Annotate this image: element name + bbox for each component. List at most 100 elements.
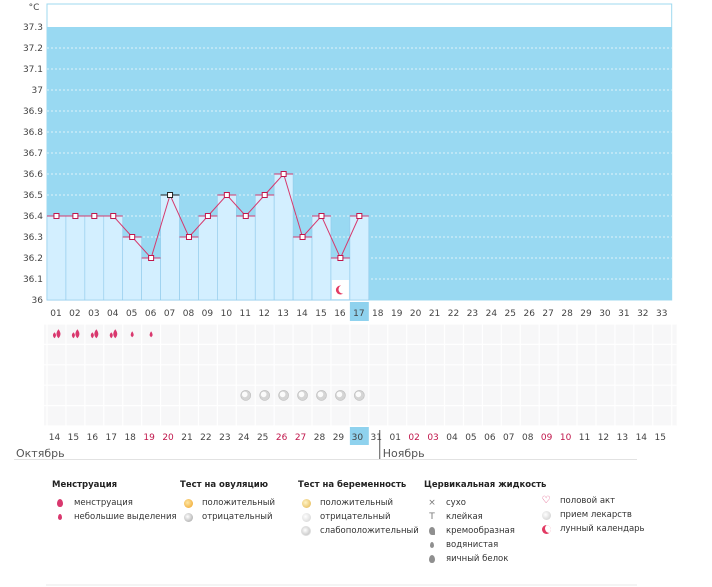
legend-item: менструация <box>52 496 177 510</box>
legend-ovulation-title: Тест на овуляцию <box>180 480 269 490</box>
y-tick-label: 36.6 <box>23 170 43 180</box>
legend-item: ♡ половой акт <box>538 494 645 508</box>
pill-icon-highlight <box>336 391 343 398</box>
legend-label: сухо <box>446 498 466 508</box>
temperature-point <box>261 192 268 198</box>
y-axis-label: °C <box>29 3 40 13</box>
blood-drop-icon <box>56 329 61 339</box>
cycle-day-label: 19 <box>391 309 403 319</box>
blood-drop-icon <box>71 332 75 339</box>
temperature-point <box>110 213 117 219</box>
cycle-day-label: 20 <box>410 309 422 319</box>
dry-icon: × <box>428 497 436 508</box>
legend-item: слабоположительный <box>298 524 419 538</box>
moon-icon-shadow <box>338 285 347 294</box>
cycle-day-label: 07 <box>164 309 175 319</box>
temperature-bar <box>103 215 124 301</box>
cycle-day-label: 31 <box>618 309 629 319</box>
temperature-point <box>223 192 230 198</box>
date-label: 07 <box>503 433 514 443</box>
weak-positive-test-icon <box>298 526 314 536</box>
legend-label: прием лекарств <box>560 510 632 520</box>
y-tick-label: 36.3 <box>23 233 43 243</box>
moon-icon <box>538 524 554 534</box>
legend-label: лунный календарь <box>560 524 645 534</box>
temperature-point <box>72 213 79 219</box>
pill-icon-highlight <box>355 391 362 398</box>
cycle-day-label: 16 <box>334 309 346 319</box>
legend-label: положительный <box>202 498 275 508</box>
cycle-day-label: 33 <box>656 309 667 319</box>
temperature-bar <box>292 236 313 301</box>
cycle-day-label: 05 <box>126 309 137 319</box>
temperature-point <box>318 213 325 219</box>
temperature-point <box>299 234 306 240</box>
legend-cervical-title: Цервикальная жидкость <box>424 480 547 490</box>
legend-menstruation: Менструация менструация небольшие выделе… <box>52 480 177 524</box>
legend-label: водянистая <box>446 540 499 550</box>
cycle-day-label: 26 <box>523 309 535 319</box>
cycle-day-label: 17 <box>353 309 364 319</box>
cycle-day-label: 02 <box>69 309 80 319</box>
legend-pregnancy-title: Тест на беременность <box>298 480 407 490</box>
y-tick-label: 36 <box>32 296 44 306</box>
cycle-day-label: 14 <box>296 309 308 319</box>
blood-drop-icon <box>113 329 118 339</box>
temperature-bar <box>254 194 275 301</box>
legend-cervical: Цервикальная жидкость × сухо T клейкая к… <box>424 480 546 566</box>
cycle-day-label: 22 <box>448 309 459 319</box>
date-label: 08 <box>522 433 534 443</box>
date-label: 10 <box>560 433 572 443</box>
cycle-day-label: 24 <box>486 309 498 319</box>
month-label: Октябрь <box>16 447 65 460</box>
cycle-day-label: 08 <box>183 309 195 319</box>
temperature-bar <box>141 257 161 301</box>
legend-item: небольшие выделения <box>52 510 177 524</box>
date-label: 02 <box>408 433 419 443</box>
egg-white-icon <box>424 555 440 563</box>
pill-icon-highlight <box>279 391 286 398</box>
temperature-bar <box>198 215 218 301</box>
date-label: 27 <box>295 433 306 443</box>
legend-label: менструация <box>74 498 133 508</box>
current-day-highlight <box>349 302 369 321</box>
pill-icon-highlight <box>317 391 324 398</box>
temperature-bar <box>311 215 332 301</box>
blood-drop-icon <box>109 332 113 339</box>
temperature-bar <box>46 215 67 301</box>
date-label: 25 <box>257 433 268 443</box>
temperature-point <box>129 234 136 240</box>
date-label: 22 <box>200 433 211 443</box>
date-label: 12 <box>598 433 609 443</box>
legend-item: отрицательный <box>298 510 419 524</box>
cycle-day-label: 29 <box>580 309 592 319</box>
temperature-point <box>242 213 249 219</box>
temperature-bar <box>65 215 86 301</box>
legend-label: яичный белок <box>446 554 509 564</box>
date-label: 11 <box>579 433 590 443</box>
legend-label: клейкая <box>446 512 483 522</box>
temperature-point <box>91 213 98 219</box>
legend-item: яичный белок <box>424 552 546 566</box>
legend-label: половой акт <box>560 496 616 506</box>
legend-menstruation-title: Менструация <box>52 480 118 490</box>
y-tick-label: 37.3 <box>23 23 43 33</box>
legend-label: слабоположительный <box>320 526 419 536</box>
sticky-icon: T <box>429 511 435 522</box>
date-label: 31 <box>371 433 382 443</box>
temperature-point <box>167 192 174 198</box>
negative-test-icon <box>180 512 196 522</box>
date-label: 24 <box>238 433 250 443</box>
date-label: 06 <box>484 433 496 443</box>
date-label: 23 <box>219 433 230 443</box>
y-tick-label: 36.7 <box>23 149 43 159</box>
blood-drop-icon <box>75 329 80 339</box>
y-tick-label: 36.4 <box>23 212 43 222</box>
blood-drop-icon <box>52 332 56 339</box>
cycle-day-label: 04 <box>107 309 119 319</box>
legend-item: T клейкая <box>424 510 546 524</box>
temperature-point <box>204 213 211 219</box>
cycle-day-label: 01 <box>50 309 61 319</box>
cycle-day-label: 13 <box>277 309 288 319</box>
temperature-point <box>53 213 60 219</box>
